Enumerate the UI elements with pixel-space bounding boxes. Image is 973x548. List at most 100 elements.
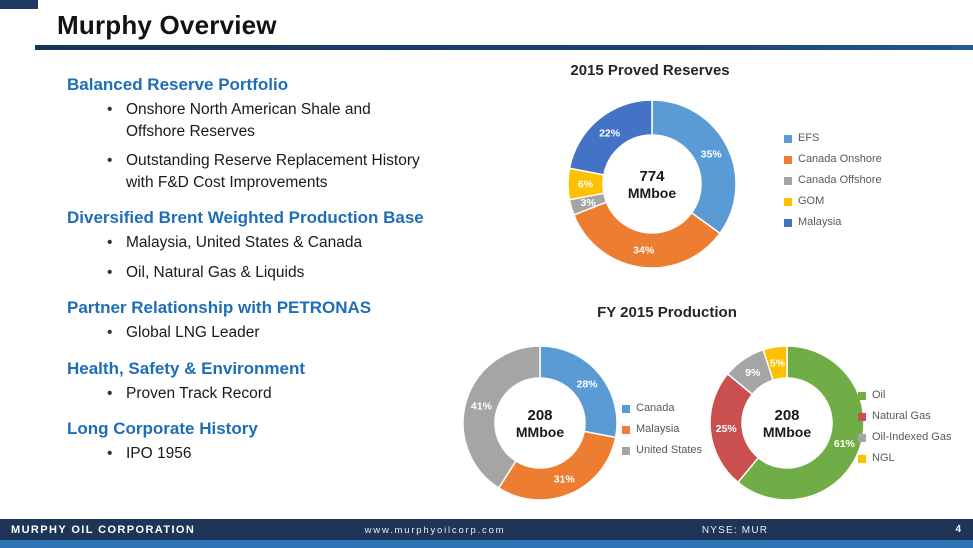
section-heading: Diversified Brent Weighted Production Ba… bbox=[67, 208, 424, 227]
legend-item-oil-indexed-gas: Oil-Indexed Gas bbox=[858, 431, 951, 444]
legend-label: United States bbox=[636, 444, 703, 456]
bullet-item: Outstanding Reserve Replacement History … bbox=[107, 150, 472, 193]
legend-label: Canada Offshore bbox=[798, 174, 882, 186]
pie-slice-united-states bbox=[462, 345, 541, 490]
legend-swatch bbox=[784, 176, 792, 185]
legend-item-efs: EFS bbox=[784, 132, 882, 145]
slice-label-ngl: 5% bbox=[770, 357, 786, 369]
footer-bar: MURPHY OIL CORPORATION www.murphyoilcorp… bbox=[0, 519, 973, 540]
slice-label-oil-indexed-gas: 9% bbox=[745, 367, 761, 379]
bullet-list: Proven Track Record bbox=[67, 383, 472, 405]
company-name: MURPHY OIL CORPORATION bbox=[11, 524, 196, 536]
chart-title-production: FY 2015 Production bbox=[597, 304, 737, 321]
legend-swatch bbox=[858, 391, 866, 400]
legend-swatch bbox=[784, 218, 792, 227]
slice-label-efs: 35% bbox=[701, 148, 723, 160]
legend-swatch bbox=[858, 454, 866, 463]
donut-center-value: 208 bbox=[527, 407, 552, 424]
legend-reserves: EFS Canada Onshore Canada Offshore GOM Malay… bbox=[784, 132, 882, 237]
bullet-item: Malaysia, United States & Canada bbox=[107, 232, 472, 254]
bullet-item: Oil, Natural Gas & Liquids bbox=[107, 262, 472, 284]
donut-center-value: 208 bbox=[774, 407, 799, 424]
title-underline bbox=[35, 45, 973, 50]
slice-label-canada-onshore: 34% bbox=[633, 244, 655, 256]
legend-item-oil: Oil bbox=[858, 389, 951, 402]
legend-label: Oil bbox=[872, 389, 886, 401]
slice-label-canada-offshore: 3% bbox=[581, 197, 597, 209]
slice-label-gom: 6% bbox=[578, 179, 594, 191]
slice-label-natural-gas: 25% bbox=[716, 423, 738, 435]
legend-label: EFS bbox=[798, 132, 820, 144]
legend-item-ngl: NGL bbox=[858, 452, 951, 465]
donut-center-value: 774 bbox=[639, 168, 665, 185]
section-heading: Health, Safety & Environment bbox=[67, 358, 306, 378]
donut-center-unit: MMboe bbox=[763, 424, 811, 440]
section-petronas: Partner Relationship with PETRONAS Globa… bbox=[67, 297, 472, 344]
section-diversified-production: Diversified Brent Weighted Production Ba… bbox=[67, 207, 472, 283]
legend-item-malaysia: Malaysia bbox=[784, 216, 882, 229]
website-url: www.murphyoilcorp.com bbox=[364, 525, 506, 536]
section-corporate-history: Long Corporate History IPO 1956 bbox=[67, 418, 472, 465]
legend-production-by-country: Canada Malaysia United States bbox=[622, 402, 702, 465]
pie-slice-oil bbox=[736, 345, 865, 501]
bullet-item: Onshore North American Shale and Offshor… bbox=[107, 99, 472, 142]
bullet-item: Proven Track Record bbox=[107, 383, 472, 405]
bullet-list: IPO 1956 bbox=[67, 443, 472, 465]
section-heading: Partner Relationship with PETRONAS bbox=[67, 298, 372, 317]
slide-title: Murphy Overview bbox=[57, 10, 277, 40]
slice-label-united-states: 41% bbox=[471, 400, 493, 412]
legend-swatch bbox=[858, 433, 866, 442]
legend-item-natural-gas: Natural Gas bbox=[858, 410, 951, 423]
section-hse: Health, Safety & Environment Proven Trac… bbox=[67, 358, 472, 405]
legend-item-canada-offshore: Canada Offshore bbox=[784, 174, 882, 187]
legend-item-gom: GOM bbox=[784, 195, 882, 208]
corner-accent-bar bbox=[0, 0, 38, 9]
slice-label-canada: 28% bbox=[576, 379, 598, 391]
bullet-list: Global LNG Leader bbox=[67, 322, 472, 344]
slice-label-malaysia: 31% bbox=[554, 473, 576, 485]
bullet-list: Onshore North American Shale and Offshor… bbox=[67, 99, 472, 193]
legend-swatch bbox=[784, 197, 792, 206]
legend-item-malaysia: Malaysia bbox=[622, 423, 702, 436]
legend-swatch bbox=[622, 404, 630, 413]
pie-slice-ngl bbox=[762, 345, 788, 382]
legend-label: Malaysia bbox=[636, 423, 680, 435]
legend-label: Natural Gas bbox=[872, 410, 931, 422]
legend-item-canada: Canada bbox=[622, 402, 702, 415]
legend-label: Canada bbox=[636, 402, 675, 414]
section-heading: Balanced Reserve Portfolio bbox=[67, 75, 289, 94]
chart-title-reserves: 2015 Proved Reserves bbox=[570, 62, 730, 79]
bullet-list: Malaysia, United States & Canada Oil, Na… bbox=[67, 232, 472, 283]
section-balanced-reserve: Balanced Reserve Portfolio Onshore North… bbox=[67, 74, 472, 193]
legend-label: GOM bbox=[798, 195, 825, 207]
legend-swatch bbox=[622, 446, 630, 455]
legend-item-united-states: United States bbox=[622, 444, 702, 457]
slice-label-oil: 61% bbox=[834, 438, 856, 450]
legend-swatch bbox=[858, 412, 866, 421]
legend-swatch bbox=[784, 134, 792, 143]
legend-label: Oil-Indexed Gas bbox=[872, 431, 952, 443]
bullet-item: Global LNG Leader bbox=[107, 322, 472, 344]
stock-ticker: NYSE: MUR bbox=[701, 525, 769, 536]
legend-swatch bbox=[784, 155, 792, 164]
legend-production-by-product: Oil Natural Gas Oil-Indexed Gas NGL bbox=[858, 389, 951, 473]
pie-slice-malaysia bbox=[497, 430, 617, 501]
bullet-item: IPO 1956 bbox=[107, 443, 472, 465]
pie-slice-efs bbox=[651, 99, 737, 235]
bullet-panel: Balanced Reserve Portfolio Onshore North… bbox=[67, 74, 472, 479]
footer-accent-strip bbox=[0, 540, 973, 548]
page-number: 4 bbox=[955, 524, 961, 535]
donut-center-unit: MMboe bbox=[628, 185, 676, 201]
slice-label-malaysia: 22% bbox=[599, 127, 621, 139]
legend-label: NGL bbox=[872, 452, 895, 464]
legend-item-canada-onshore: Canada Onshore bbox=[784, 153, 882, 166]
pie-slice-canada-onshore bbox=[572, 201, 722, 269]
section-heading: Long Corporate History bbox=[67, 419, 258, 438]
legend-label: Malaysia bbox=[798, 216, 842, 228]
legend-swatch bbox=[622, 425, 630, 434]
legend-label: Canada Onshore bbox=[798, 153, 882, 165]
